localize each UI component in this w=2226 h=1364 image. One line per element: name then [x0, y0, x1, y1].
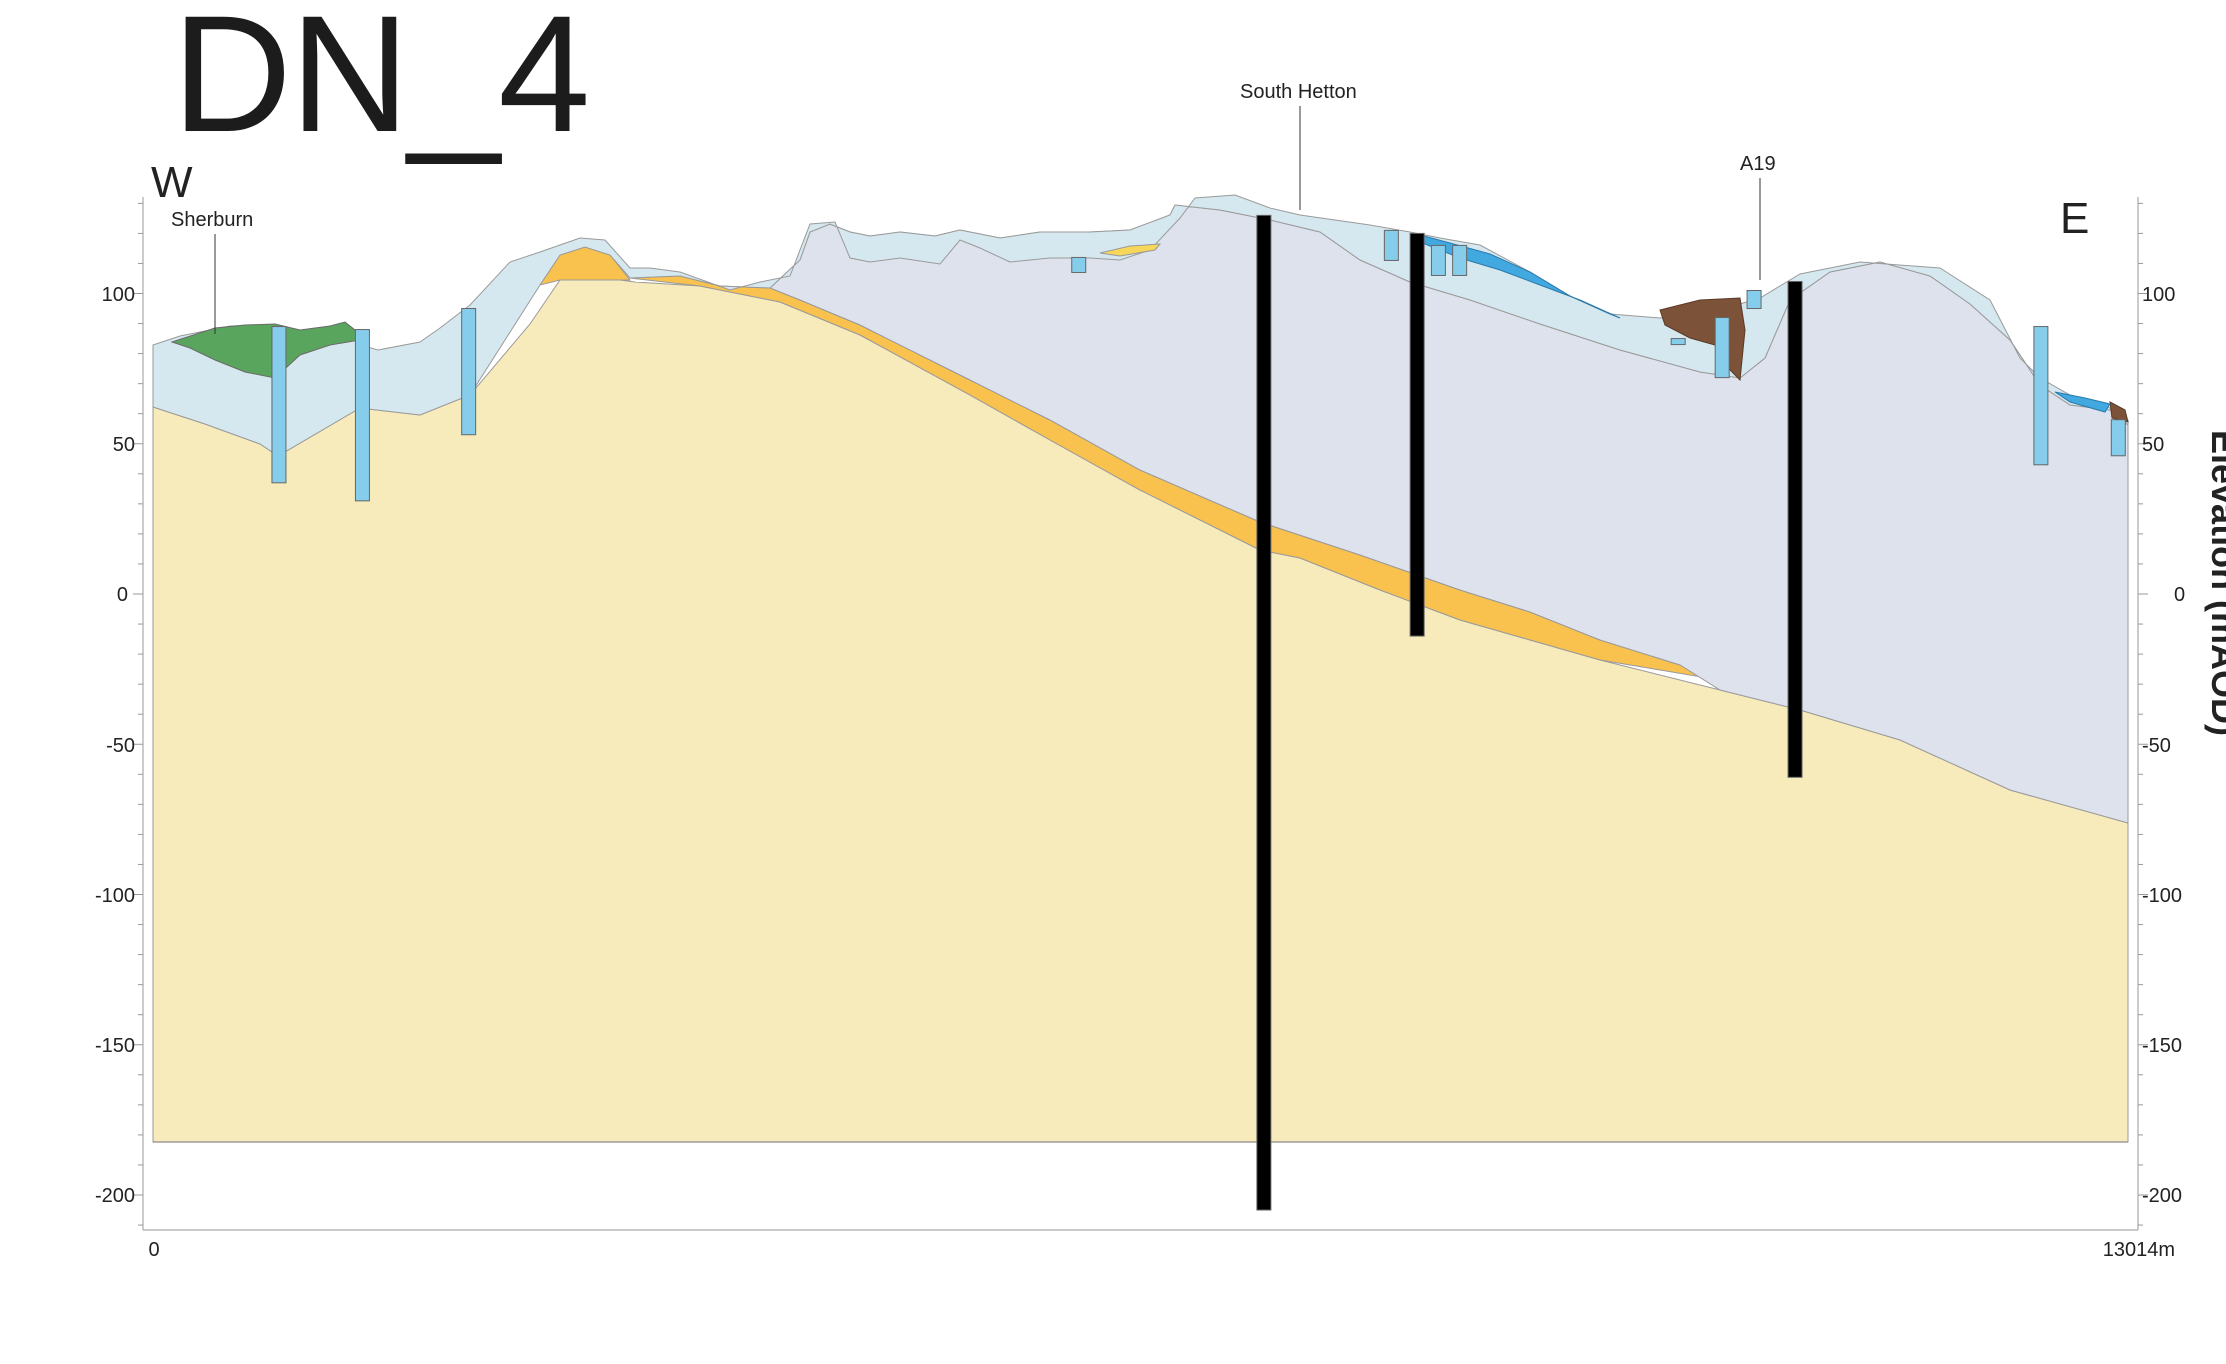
borehole-column: [461, 308, 477, 436]
y-tick-right-neg200: -200: [2142, 1185, 2182, 1207]
x-end-label: 13014m: [2103, 1239, 2175, 1261]
borehole-column: [1409, 232, 1425, 637]
borehole-column: [1452, 244, 1468, 276]
y-tick-neg100: -100: [95, 885, 135, 907]
west-label: W: [151, 158, 193, 207]
minor-ticks: [133, 202, 2148, 1226]
borehole-column: [1430, 244, 1446, 276]
borehole: [1409, 232, 1425, 637]
borehole-column: [1714, 317, 1730, 379]
x-start-label: 0: [148, 1239, 159, 1261]
borehole: [1714, 317, 1730, 379]
brown-unit: [1659, 297, 2129, 423]
y-tick-0: 0: [117, 584, 128, 606]
borehole-column: [1746, 289, 1762, 310]
y-tick-50: 50: [113, 434, 135, 456]
borehole-column: [271, 326, 287, 484]
borehole: [461, 308, 477, 436]
y-tick-right-100: 100: [2142, 284, 2175, 306]
yellow-lens: [1099, 243, 1162, 257]
y-tick-right-50: 50: [2142, 434, 2164, 456]
y-tick-right-0: 0: [2174, 584, 2185, 606]
y-tick-right-neg100: -100: [2142, 885, 2182, 907]
axis-title: Elevation (mAOD): [2204, 430, 2226, 736]
y-tick-right-neg150: -150: [2142, 1035, 2182, 1057]
borehole-column: [1383, 229, 1399, 261]
borehole: [271, 326, 287, 484]
borehole-column: [2033, 326, 2049, 466]
borehole-column: [1670, 338, 1686, 346]
section-title: DN_4: [172, 0, 590, 167]
borehole: [1430, 244, 1446, 276]
borehole: [1452, 244, 1468, 276]
borehole: [1383, 229, 1399, 261]
location-label-south-hetton: South Hetton: [1240, 81, 1357, 103]
borehole: [1746, 289, 1762, 310]
y-tick-neg50: -50: [106, 735, 135, 757]
borehole-column: [2110, 419, 2126, 457]
y-tick-right-neg50: -50: [2142, 735, 2171, 757]
borehole: [2033, 326, 2049, 466]
location-label-sherburn: Sherburn: [171, 209, 253, 231]
borehole-column: [1256, 214, 1272, 1211]
borehole: [1670, 338, 1686, 346]
borehole-column: [1071, 256, 1087, 273]
east-label: E: [2060, 194, 2089, 243]
borehole-column: [1787, 280, 1803, 778]
borehole: [1256, 214, 1272, 1211]
y-tick-100: 100: [102, 284, 135, 306]
y-tick-neg200: -200: [95, 1185, 135, 1207]
borehole-column: [354, 329, 370, 502]
boreholes: [271, 214, 2126, 1211]
location-label-a19: A19: [1740, 153, 1776, 175]
borehole: [1787, 280, 1803, 778]
borehole: [354, 329, 370, 502]
y-tick-neg150: -150: [95, 1035, 135, 1057]
borehole: [2110, 419, 2126, 457]
borehole: [1071, 256, 1087, 273]
left-axis: [142, 197, 2138, 1231]
